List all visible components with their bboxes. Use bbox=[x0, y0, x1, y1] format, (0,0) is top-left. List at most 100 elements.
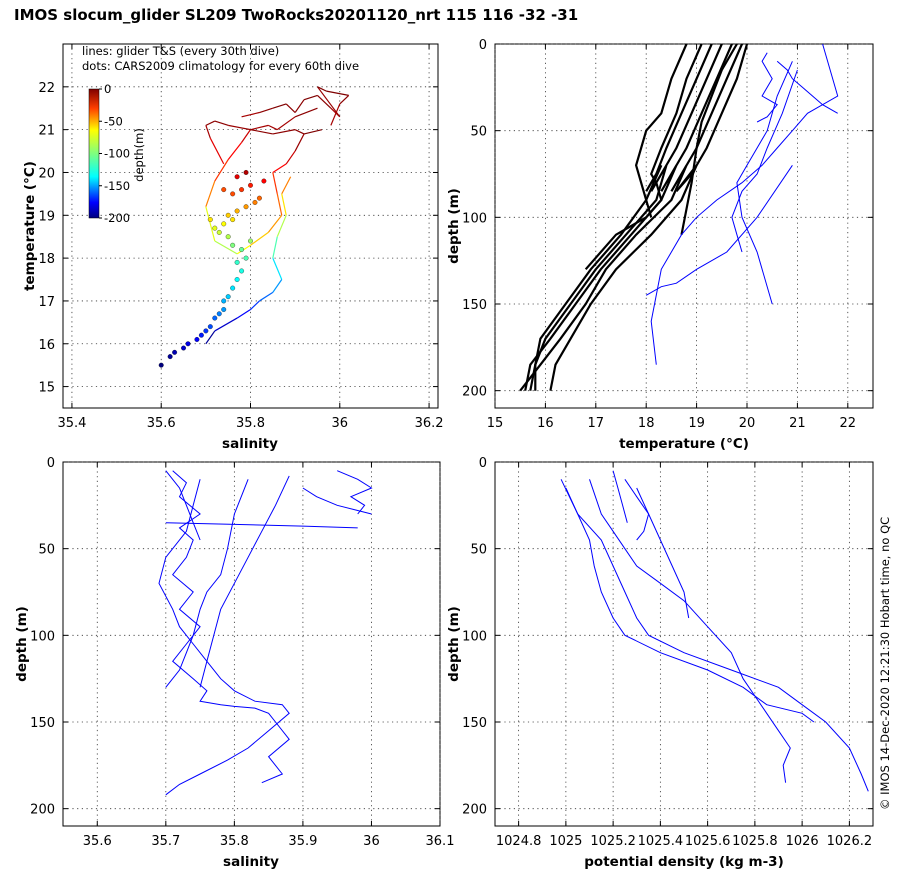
ts-glider-line-segment bbox=[250, 300, 260, 310]
colorbar-tick-label: 0 bbox=[104, 82, 111, 96]
dens-glider-profile bbox=[636, 487, 690, 619]
colorbar-tick-label: -200 bbox=[104, 211, 130, 225]
temp-glider-profile bbox=[650, 43, 839, 365]
dens-grid bbox=[495, 461, 873, 826]
ts-glider-line-segment bbox=[267, 214, 283, 233]
ts-climatology-point bbox=[212, 315, 218, 321]
ts-ytick-label: 16 bbox=[38, 338, 55, 353]
ts-climatology-point bbox=[225, 234, 231, 240]
ts-diagram-panel: 35.4 35.6 35.8 36 36.2 15 16 17 18 19 20 21 22 salin… bbox=[22, 43, 444, 452]
ts-glider-line-segment bbox=[250, 129, 273, 135]
ts-climatology-point bbox=[230, 217, 236, 223]
ts-xtick-label: 36 bbox=[332, 416, 349, 431]
ts-climatology-point bbox=[198, 332, 204, 338]
dens-xtick-label: 1025.4 bbox=[638, 834, 684, 849]
sal-grid bbox=[63, 461, 441, 826]
temp-xtick-label: 17 bbox=[588, 416, 605, 431]
ts-climatology-point bbox=[243, 255, 249, 261]
ts-glider-line-segment bbox=[276, 193, 283, 216]
ts-glider-line-segment bbox=[272, 103, 287, 109]
temp-ytick-label: 100 bbox=[462, 211, 487, 226]
ts-ytick-label: 21 bbox=[38, 124, 55, 139]
ts-xtick-label: 35.4 bbox=[57, 416, 86, 431]
ts-climatology-point bbox=[221, 187, 227, 193]
colorbar-tick-label: -150 bbox=[104, 179, 130, 193]
sal-glider-profile bbox=[165, 479, 249, 688]
colorbar-tick-label: -100 bbox=[104, 147, 130, 161]
figure-title: IMOS slocum_glider SL209 TwoRocks2020112… bbox=[14, 6, 579, 24]
ts-climatology-point bbox=[234, 174, 240, 180]
sal-glider-profile bbox=[158, 479, 290, 796]
sal-glider-profile bbox=[165, 522, 358, 529]
ts-climatology-point bbox=[221, 298, 227, 304]
ts-glider-line-segment bbox=[228, 124, 251, 131]
sal-ytick-label: 150 bbox=[30, 716, 55, 731]
ts-climatology-point bbox=[181, 345, 186, 351]
sal-glider-profile bbox=[172, 470, 290, 784]
temp-glider-profile bbox=[731, 69, 798, 253]
sal-ytick-label: 0 bbox=[47, 456, 55, 471]
ts-glider-line-segment bbox=[205, 125, 211, 139]
ts-climatology-point bbox=[239, 187, 245, 193]
ts-glider-line-segment bbox=[259, 107, 274, 114]
sal-xtick-label: 35.9 bbox=[288, 834, 317, 849]
ts-ytick-label: 22 bbox=[38, 81, 55, 96]
ts-ticks: 35.4 35.6 35.8 36 36.2 15 16 17 18 19 20 21 22 bbox=[38, 44, 444, 431]
ts-glider-line-segment bbox=[285, 103, 296, 113]
ts-glider-line-segment bbox=[281, 193, 287, 216]
ts-xtick-label: 35.6 bbox=[147, 416, 176, 431]
ts-xtick-label: 35.8 bbox=[236, 416, 265, 431]
ts-climatology-point bbox=[239, 247, 245, 253]
ts-xtick-label: 36.2 bbox=[415, 416, 444, 431]
dens-xtick-label: 1024.8 bbox=[496, 834, 542, 849]
temp-climatology-profile bbox=[549, 43, 749, 391]
ts-climatology-point bbox=[221, 221, 227, 227]
temp-ylabel: depth (m) bbox=[446, 188, 462, 264]
ts-glider-line-segment bbox=[209, 137, 225, 165]
ts-glider-line-segment bbox=[276, 116, 296, 131]
ts-glider-line-segment bbox=[236, 309, 251, 319]
ts-climatology-point bbox=[230, 285, 236, 291]
colorbar-gradient bbox=[88, 88, 100, 219]
salinity-profile-panel: 35.6 35.7 35.8 35.9 36 36.1 0 50 100 150 200 salin… bbox=[14, 456, 454, 870]
temperature-profile-panel: 15 16 17 18 19 20 21 22 0 50 100 150 200 temperature… bbox=[446, 38, 874, 452]
sal-ytick-label: 50 bbox=[38, 543, 55, 558]
ts-glider-line-segment bbox=[294, 107, 318, 118]
sal-ytick-label: 100 bbox=[30, 629, 55, 644]
ts-ytick-label: 17 bbox=[38, 295, 55, 310]
ts-climatology-point bbox=[194, 337, 200, 342]
temp-xtick-label: 19 bbox=[688, 416, 705, 431]
dens-ytick-label: 150 bbox=[462, 716, 487, 731]
ts-glider-line-segment bbox=[214, 317, 238, 332]
ts-glider-line-segment bbox=[285, 150, 296, 165]
dens-ylabel: depth (m) bbox=[446, 606, 462, 682]
temp-xtick-label: 22 bbox=[840, 416, 857, 431]
dens-glider-profile bbox=[565, 487, 815, 723]
temp-marks bbox=[519, 43, 839, 392]
sal-plot-area bbox=[62, 461, 441, 827]
colorbar: 0 -50 -100 -150 -200 depth(m) bbox=[88, 82, 146, 225]
dens-plot-area bbox=[494, 461, 874, 827]
ts-glider-line-segment bbox=[250, 124, 269, 131]
dens-glider-profile bbox=[589, 479, 791, 783]
ts-glider-line-segment bbox=[241, 111, 260, 118]
ts-glider-line-segment bbox=[294, 99, 305, 113]
ts-glider-line-segment bbox=[303, 129, 323, 135]
ts-climatology-point bbox=[225, 294, 231, 300]
ts-climatology-point bbox=[216, 229, 222, 235]
sal-xtick-label: 35.7 bbox=[151, 834, 180, 849]
colorbar-tick-label: -50 bbox=[104, 114, 123, 128]
temp-glider-profile bbox=[756, 52, 778, 123]
legend-line-1: lines: glider T&S (every 30th dive) bbox=[82, 44, 279, 58]
ts-climatology-point bbox=[221, 307, 227, 312]
sal-ticks: 35.6 35.7 35.8 35.9 36 36.1 0 50 100 150 200 bbox=[30, 456, 454, 849]
temp-xtick-label: 21 bbox=[789, 416, 806, 431]
ts-glider-line-segment bbox=[272, 279, 283, 293]
ts-glider-line-segment bbox=[272, 236, 278, 259]
dens-ytick-label: 200 bbox=[462, 803, 487, 818]
temp-xlabel: temperature (°C) bbox=[619, 436, 749, 452]
ts-glider-line-segment bbox=[326, 90, 349, 96]
ts-climatology-point bbox=[185, 341, 191, 347]
sal-xtick-label: 35.6 bbox=[83, 834, 112, 849]
